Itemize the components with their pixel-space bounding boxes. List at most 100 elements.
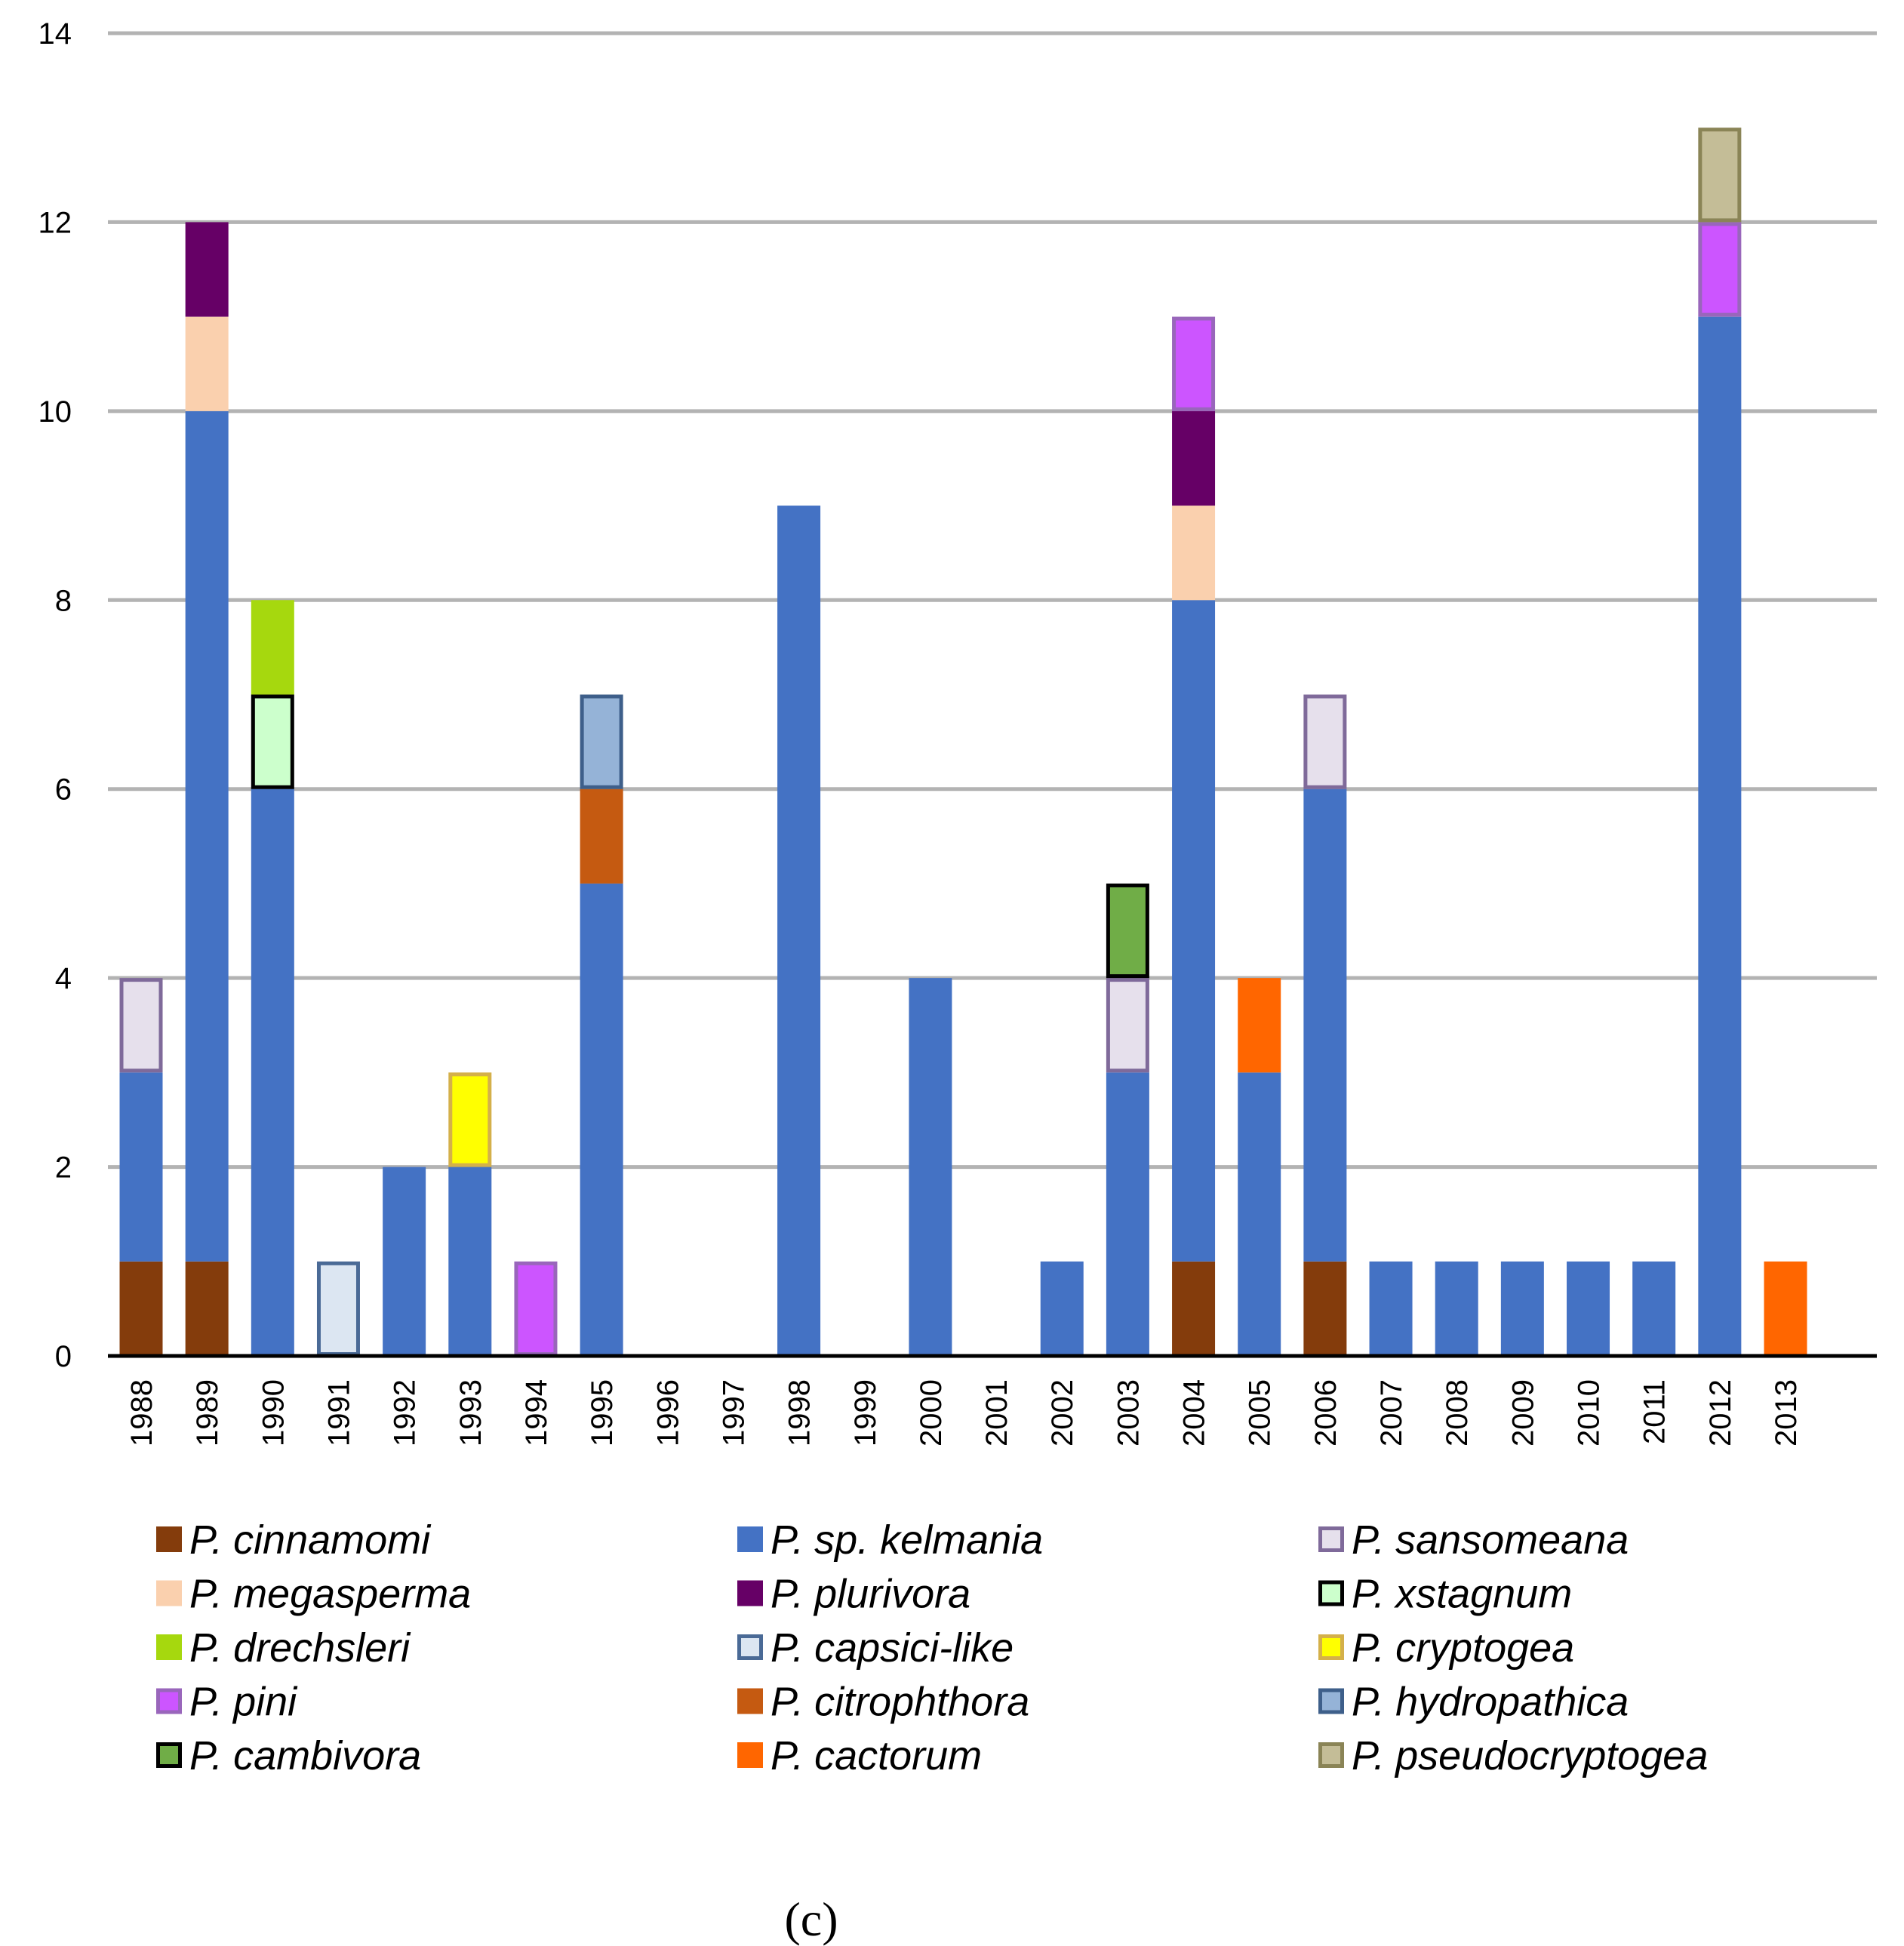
bar-segment-1993-p-cryptogea [448, 1072, 492, 1167]
gridlines [108, 31, 1877, 1170]
x-tick-label-2007: 2007 [1375, 1379, 1408, 1446]
bar-segment-2000-p-sp-kelmania [909, 978, 952, 1356]
y-tick-label-6: 6 [55, 773, 72, 807]
bar-segment-2002-p-sp-kelmania [1040, 1261, 1084, 1356]
x-tick-label-1993: 1993 [454, 1379, 488, 1446]
bar-segment-2003-p-cambivora [1106, 883, 1149, 979]
legend-item-p-citrophthora: P. citrophthora [737, 1680, 1029, 1725]
bar-segment-2005-p-sp-kelmania [1238, 1072, 1281, 1356]
legend-swatch [156, 1688, 182, 1714]
x-tick-label-1995: 1995 [586, 1379, 619, 1446]
bar-segment-1993-p-sp-kelmania [448, 1167, 492, 1356]
legend-swatch [156, 1580, 182, 1606]
bar-segment-1988-p-sansomeana [119, 978, 163, 1073]
bar-segment-2008-p-sp-kelmania [1435, 1261, 1478, 1356]
bar-segment-2013-p-cactorum [1764, 1261, 1807, 1356]
legend-label: P. xstagnum [1352, 1572, 1572, 1617]
legend-label: P. hydropathica [1352, 1680, 1629, 1725]
legend-item-p-plurivora: P. plurivora [737, 1572, 970, 1617]
legend-item-p-cinnamomi: P. cinnamomi [156, 1517, 432, 1563]
bar-segment-2005-p-cactorum [1238, 978, 1281, 1073]
bar-segment-2007-p-sp-kelmania [1369, 1261, 1413, 1356]
legend-swatch [737, 1688, 763, 1714]
y-tick-label-2: 2 [55, 1151, 72, 1185]
legend-swatch [1318, 1526, 1344, 1552]
x-tick-label-2010: 2010 [1573, 1379, 1606, 1446]
bar-segment-1988-p-sp-kelmania [119, 1072, 163, 1262]
x-tick-label-1994: 1994 [520, 1379, 553, 1446]
y-tick-label-0: 0 [55, 1340, 72, 1373]
x-tick-label-2009: 2009 [1506, 1379, 1540, 1446]
y-tick-label-12: 12 [38, 206, 72, 239]
bar-stacks [119, 128, 1807, 1357]
bar-segment-2011-p-sp-kelmania [1632, 1261, 1676, 1356]
x-tick-label-2003: 2003 [1112, 1379, 1145, 1446]
bar-segment-2004-p-pini [1172, 316, 1216, 411]
bar-segment-2006-p-sansomeana [1303, 694, 1347, 789]
legend-label: P. cambivora [189, 1733, 421, 1778]
axes: 0 2 4 6 8 10 12 14 1988 1989 1990 1991 1992 1993 1994 1… [38, 17, 1877, 1446]
legend-item-p-pini: P. pini [156, 1680, 298, 1725]
legend-swatch [737, 1526, 763, 1552]
x-tick-label-1988: 1988 [125, 1379, 158, 1446]
legend-label: P. sp. kelmania [771, 1517, 1043, 1563]
x-tick-label-1990: 1990 [257, 1379, 290, 1446]
legend-swatch [737, 1580, 763, 1606]
legend-item-p-cambivora: P. cambivora [156, 1733, 421, 1778]
bar-segment-1995-p-sp-kelmania [580, 883, 623, 1356]
bar-segment-1995-p-hydropathica [580, 694, 623, 789]
bar-segment-2004-p-sp-kelmania [1172, 600, 1216, 1262]
legend-swatch [1318, 1634, 1344, 1660]
bar-segment-2012-p-sp-kelmania [1698, 316, 1742, 1357]
bar-segment-1995-p-citrophthora [580, 789, 623, 884]
x-tick-label-1996: 1996 [651, 1379, 684, 1446]
bar-segment-1991-p-capsici-like [316, 1261, 360, 1357]
x-tick-label-1992: 1992 [389, 1379, 422, 1446]
x-tick-label-2000: 2000 [915, 1379, 948, 1446]
legend-swatch [156, 1634, 182, 1660]
bar-segment-2004-p-megasperma [1172, 506, 1216, 601]
legend-swatch [737, 1634, 763, 1660]
bar-segment-2006-p-sp-kelmania [1303, 789, 1347, 1262]
legend-swatch [1318, 1580, 1344, 1606]
bar-segment-2009-p-sp-kelmania [1500, 1261, 1544, 1356]
legend-label: P. cinnamomi [189, 1517, 432, 1563]
legend-item-p-hydropathica: P. hydropathica [1318, 1680, 1629, 1725]
bar-segment-1989-p-megasperma [185, 316, 229, 411]
x-tick-label-2012: 2012 [1704, 1379, 1737, 1446]
bar-segment-2003-p-sansomeana [1106, 978, 1149, 1073]
figure-caption: (c) [784, 1892, 838, 1946]
legend-swatch [156, 1742, 182, 1768]
x-tick-label-1997: 1997 [717, 1379, 750, 1446]
bar-segment-2003-p-sp-kelmania [1106, 1072, 1149, 1356]
legend-label: P. capsici-like [771, 1625, 1014, 1671]
legend-label: P. pseudocryptogea [1352, 1733, 1708, 1778]
legend-swatch [156, 1526, 182, 1552]
legend-item-p-sp-kelmania: P. sp. kelmania [737, 1517, 1043, 1563]
x-tick-label-2004: 2004 [1178, 1379, 1211, 1446]
bar-segment-2004-p-plurivora [1172, 410, 1216, 506]
legend-item-p-sansomeana: P. sansomeana [1318, 1517, 1629, 1563]
bar-segment-2010-p-sp-kelmania [1567, 1261, 1610, 1356]
bar-segment-1994-p-pini [514, 1261, 558, 1357]
legend-label: P. pini [189, 1680, 298, 1725]
legend: P. cinnamomi P. sp. kelmania P. sansomeana P. m… [156, 1517, 1708, 1778]
legend-label: P. sansomeana [1352, 1517, 1629, 1563]
y-tick-label-4: 4 [55, 962, 72, 995]
y-tick-label-8: 8 [55, 584, 72, 617]
legend-label: P. drechsleri [189, 1625, 411, 1671]
x-tick-label-2008: 2008 [1441, 1379, 1474, 1446]
y-tick-label-14: 14 [38, 17, 72, 51]
legend-swatch [1318, 1688, 1344, 1714]
bar-segment-2004-p-cinnamomi [1172, 1261, 1216, 1356]
x-tick-label-2006: 2006 [1309, 1379, 1343, 1446]
legend-item-p-xstagnum: P. xstagnum [1318, 1572, 1572, 1617]
bar-segment-1988-p-cinnamomi [119, 1261, 163, 1356]
x-tick-label-2002: 2002 [1046, 1379, 1079, 1446]
legend-label: P. citrophthora [771, 1680, 1029, 1725]
bar-segment-1990-p-xstagnum [251, 694, 294, 789]
x-tick-label-1989: 1989 [191, 1379, 224, 1446]
legend-item-p-capsici-like: P. capsici-like [737, 1625, 1014, 1671]
legend-item-p-megasperma: P. megasperma [156, 1572, 471, 1617]
